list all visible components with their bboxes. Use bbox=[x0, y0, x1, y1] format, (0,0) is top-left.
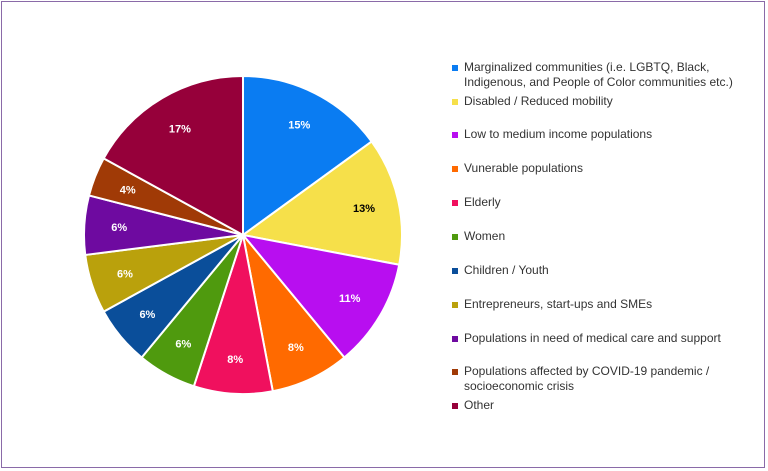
pie-slice bbox=[240, 233, 401, 359]
legend-swatch bbox=[452, 268, 458, 274]
legend-label: Vunerable populations bbox=[464, 161, 583, 175]
legend-swatch bbox=[452, 234, 458, 240]
legend-item-covid: Populations affected by COVID-19 pandemi… bbox=[452, 364, 762, 394]
pie-slice bbox=[102, 74, 244, 237]
slice-data-label: 11% bbox=[339, 293, 361, 305]
slice-data-label: 8% bbox=[288, 342, 304, 354]
legend-label: Low to medium income populations bbox=[464, 127, 653, 141]
legend-item-low-income: Low to medium income populations bbox=[452, 127, 762, 142]
slice-data-label: 6% bbox=[175, 339, 191, 351]
slice-data-label: 6% bbox=[117, 268, 133, 280]
legend-item-disabled: Disabled / Reduced mobility bbox=[452, 94, 762, 109]
legend-label: Disabled / Reduced mobility bbox=[464, 94, 613, 108]
legend-swatch bbox=[452, 132, 458, 138]
legend-swatch bbox=[452, 369, 458, 375]
legend-label: Children / Youth bbox=[464, 263, 549, 277]
legend-label: Marginalized communities (i.e. LGBTQ, Bl… bbox=[464, 60, 733, 89]
legend-swatch bbox=[452, 65, 458, 71]
legend-swatch bbox=[452, 99, 458, 105]
slice-data-label: 6% bbox=[139, 309, 155, 321]
legend-label: Entrepreneurs, start-ups and SMEs bbox=[464, 297, 653, 311]
pie-slice bbox=[240, 140, 403, 266]
slice-data-label: 8% bbox=[227, 354, 243, 366]
slice-data-label: 4% bbox=[120, 184, 136, 196]
pie-slice bbox=[242, 74, 374, 237]
legend-item-entrepreneurs: Entrepreneurs, start-ups and SMEs bbox=[452, 297, 762, 312]
legend-item-marginalized: Marginalized communities (i.e. LGBTQ, Bl… bbox=[452, 60, 762, 90]
legend-label: Other bbox=[464, 398, 495, 412]
legend-item-children: Children / Youth bbox=[452, 263, 762, 278]
slice-data-label: 17% bbox=[169, 123, 191, 135]
legend-swatch bbox=[452, 302, 458, 308]
legend-swatch bbox=[452, 403, 458, 409]
legend-swatch bbox=[452, 200, 458, 206]
legend-label: Women bbox=[464, 229, 506, 243]
legend-swatch bbox=[452, 166, 458, 172]
legend-label: Populations affected by COVID-19 pandemi… bbox=[464, 364, 710, 393]
legend-label: Elderly bbox=[464, 195, 501, 209]
legend-item-vulnerable: Vunerable populations bbox=[452, 161, 762, 176]
slice-data-label: 15% bbox=[288, 120, 310, 132]
legend-label: Populations in need of medical care and … bbox=[464, 331, 721, 345]
legend-item-elderly: Elderly bbox=[452, 195, 762, 210]
legend-swatch bbox=[452, 336, 458, 342]
slice-data-label: 6% bbox=[111, 222, 127, 234]
legend-item-women: Women bbox=[452, 229, 762, 244]
legend-item-medical: Populations in need of medical care and … bbox=[452, 331, 762, 346]
slice-data-label: 13% bbox=[353, 203, 375, 215]
legend-item-other: Other bbox=[452, 398, 762, 413]
